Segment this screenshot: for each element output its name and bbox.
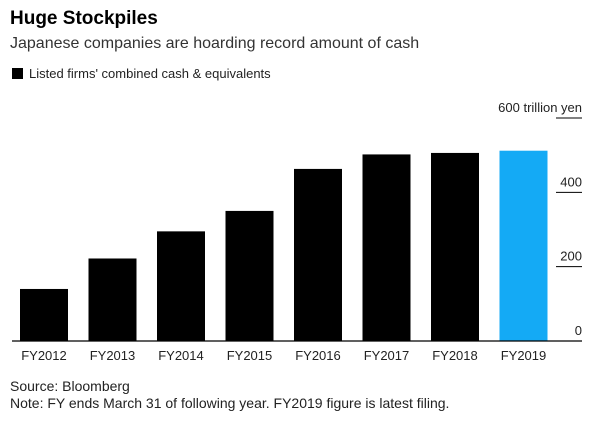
x-tick-label: FY2019 [501, 348, 547, 363]
bar-fy2014 [157, 231, 205, 341]
x-tick-label: FY2012 [21, 348, 67, 363]
bar-fy2018 [431, 152, 479, 341]
legend: Listed firms' combined cash & equivalent… [12, 66, 271, 81]
chart-footer: Source: Bloomberg Note: FY ends March 31… [10, 378, 449, 412]
x-tick-label: FY2017 [364, 348, 410, 363]
x-tick-label: FY2015 [227, 348, 273, 363]
y-axis-unit-label: 600 trillion yen [498, 100, 582, 115]
x-tick-label: FY2013 [90, 348, 136, 363]
y-tick-label: 0 [575, 323, 582, 338]
y-tick-label: 200 [560, 249, 582, 264]
bar-fy2012 [20, 288, 68, 341]
x-tick-label: FY2016 [295, 348, 341, 363]
bar-fy2013 [88, 258, 137, 341]
x-tick-label: FY2018 [432, 348, 478, 363]
legend-label: Listed firms' combined cash & equivalent… [29, 66, 271, 81]
bar-fy2016 [294, 168, 342, 341]
chart-title: Huge Stockpiles [10, 8, 158, 29]
fiscal-year-note: Note: FY ends March 31 of following year… [10, 395, 450, 411]
x-tick-label: FY2014 [158, 348, 204, 363]
bar-fy2017 [362, 154, 411, 341]
source-note: Source: Bloomberg [10, 378, 130, 394]
bar-fy2019 [499, 150, 548, 341]
legend-swatch [12, 68, 23, 79]
bar-fy2015 [225, 210, 274, 341]
chart-subtitle: Japanese companies are hoarding record a… [10, 35, 420, 52]
y-tick-label: 400 [560, 174, 582, 189]
